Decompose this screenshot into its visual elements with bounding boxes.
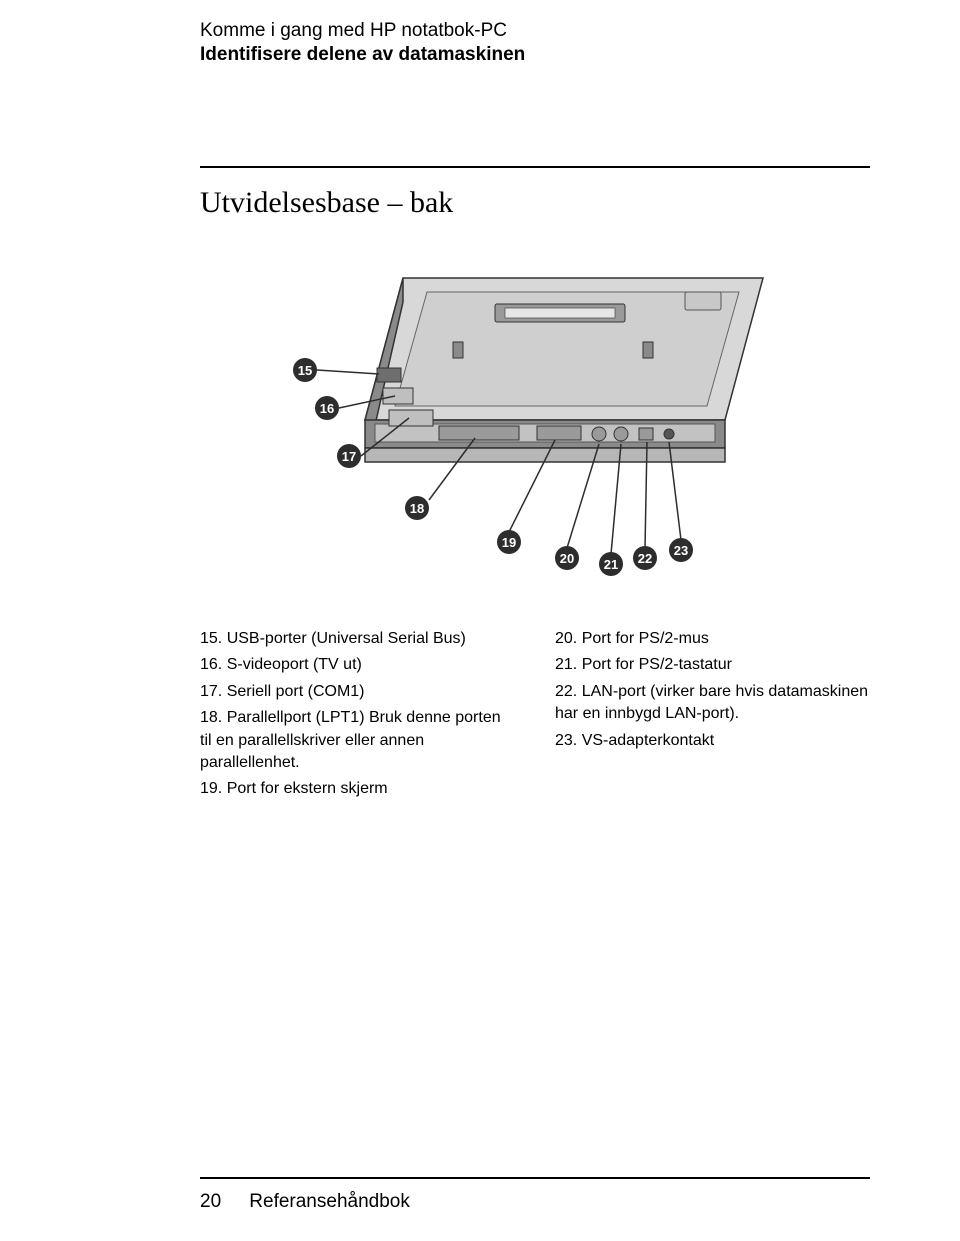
page-header: Komme i gang med HP notatbok-PC Identifi… (200, 20, 870, 66)
legend-item: 18. Parallellport (LPT1) Bruk denne port… (200, 707, 515, 774)
callout-15: 15 (293, 358, 317, 382)
callout-22: 22 (633, 546, 657, 570)
legend-item: 17. Seriell port (COM1) (200, 681, 515, 703)
legend-item: 19. Port for ekstern skjerm (200, 778, 515, 800)
legend-item: 20. Port for PS/2-mus (555, 628, 870, 650)
divider-top (200, 166, 870, 168)
breadcrumb-text: Komme i gang med HP notatbok-PC (200, 20, 870, 42)
callout-19: 19 (497, 530, 521, 554)
callout-16: 16 (315, 396, 339, 420)
section-title: Utvidelsesbase – bak (200, 186, 870, 220)
callout-21: 21 (599, 552, 623, 576)
legend-item: 15. USB-porter (Universal Serial Bus) (200, 628, 515, 650)
page-footer: 20 Referansehåndbok (200, 1191, 410, 1213)
callout-18: 18 (405, 496, 429, 520)
legend-left-column: 15. USB-porter (Universal Serial Bus) 16.… (200, 628, 515, 805)
expansion-base-diagram: 15 16 17 18 19 20 21 22 23 (255, 248, 815, 588)
divider-bottom (200, 1177, 870, 1179)
book-title: Referansehåndbok (249, 1191, 410, 1212)
legend-columns: 15. USB-porter (Universal Serial Bus) 16.… (200, 628, 870, 805)
legend-right-column: 20. Port for PS/2-mus 21. Port for PS/2-t… (555, 628, 870, 805)
section-subtitle: Identifisere delene av datamaskinen (200, 44, 870, 66)
callout-17: 17 (337, 444, 361, 468)
callout-20: 20 (555, 546, 579, 570)
diagram-svg (255, 248, 815, 588)
legend-item: 23. VS-adapterkontakt (555, 730, 870, 752)
legend-item: 16. S-videoport (TV ut) (200, 654, 515, 676)
legend-item: 21. Port for PS/2-tastatur (555, 654, 870, 676)
page-number: 20 (200, 1191, 244, 1213)
callout-23: 23 (669, 538, 693, 562)
legend-item: 22. LAN-port (virker bare hvis datamaski… (555, 681, 870, 726)
